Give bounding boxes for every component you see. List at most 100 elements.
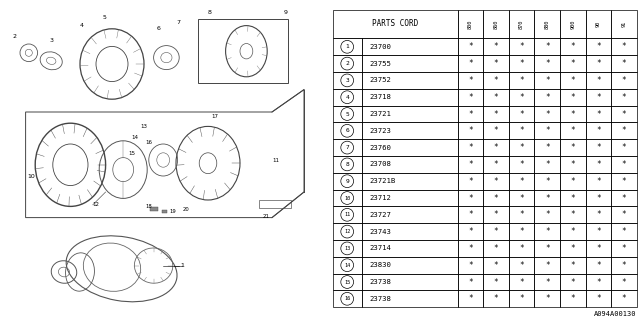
Bar xyxy=(333,173,362,189)
Bar xyxy=(534,257,560,274)
Bar xyxy=(458,123,483,139)
Text: *: * xyxy=(621,277,627,286)
Text: *: * xyxy=(545,126,550,135)
Bar xyxy=(586,10,611,38)
Text: *: * xyxy=(493,160,499,169)
Text: *: * xyxy=(570,277,575,286)
Bar xyxy=(333,291,362,307)
Text: 23743: 23743 xyxy=(370,228,392,235)
Bar xyxy=(560,206,586,223)
Bar xyxy=(333,240,362,257)
Text: *: * xyxy=(493,109,499,118)
Text: 1: 1 xyxy=(346,44,349,49)
Text: 91: 91 xyxy=(621,21,627,27)
Text: *: * xyxy=(596,109,601,118)
Text: *: * xyxy=(545,177,550,186)
Bar xyxy=(483,89,509,106)
Text: *: * xyxy=(621,93,627,102)
Text: 8: 8 xyxy=(346,162,349,167)
Bar xyxy=(483,291,509,307)
Bar xyxy=(362,89,458,106)
Text: *: * xyxy=(519,126,524,135)
Bar xyxy=(611,223,637,240)
Text: *: * xyxy=(468,109,473,118)
Text: 23752: 23752 xyxy=(370,77,392,84)
Bar xyxy=(586,123,611,139)
Text: *: * xyxy=(493,210,499,219)
Text: 10: 10 xyxy=(344,196,350,201)
Bar xyxy=(509,106,534,123)
Text: *: * xyxy=(596,194,601,203)
Bar xyxy=(611,240,637,257)
Bar xyxy=(560,55,586,72)
Bar xyxy=(483,257,509,274)
Text: 7: 7 xyxy=(176,20,180,25)
Text: *: * xyxy=(596,42,601,51)
Bar xyxy=(509,123,534,139)
Text: 3: 3 xyxy=(346,78,349,83)
Bar xyxy=(483,10,509,38)
Bar xyxy=(586,240,611,257)
Bar xyxy=(333,106,362,123)
Text: *: * xyxy=(493,126,499,135)
Bar xyxy=(611,274,637,291)
Text: 7: 7 xyxy=(346,145,349,150)
Text: *: * xyxy=(570,143,575,152)
Text: *: * xyxy=(545,160,550,169)
Bar xyxy=(611,189,637,206)
Bar xyxy=(611,173,637,189)
Bar xyxy=(509,189,534,206)
Text: *: * xyxy=(493,261,499,270)
Bar xyxy=(509,291,534,307)
Text: 23760: 23760 xyxy=(370,145,392,151)
Bar xyxy=(362,189,458,206)
Bar xyxy=(560,274,586,291)
Bar xyxy=(534,291,560,307)
Bar xyxy=(586,291,611,307)
Text: *: * xyxy=(468,126,473,135)
Bar xyxy=(509,38,534,55)
Bar xyxy=(534,123,560,139)
Text: *: * xyxy=(545,194,550,203)
Bar xyxy=(560,106,586,123)
Text: *: * xyxy=(468,210,473,219)
Bar xyxy=(362,106,458,123)
Bar xyxy=(611,89,637,106)
Text: *: * xyxy=(545,294,550,303)
Bar xyxy=(586,89,611,106)
Text: *: * xyxy=(493,294,499,303)
Text: *: * xyxy=(545,261,550,270)
Text: *: * xyxy=(545,59,550,68)
Text: *: * xyxy=(519,143,524,152)
Bar xyxy=(560,89,586,106)
Bar xyxy=(586,274,611,291)
Bar xyxy=(458,274,483,291)
Text: 6: 6 xyxy=(346,128,349,133)
Text: 5: 5 xyxy=(102,15,106,20)
Text: *: * xyxy=(468,143,473,152)
Text: *: * xyxy=(570,59,575,68)
Bar xyxy=(150,207,159,211)
Text: *: * xyxy=(570,261,575,270)
Text: 18: 18 xyxy=(146,204,152,209)
Text: *: * xyxy=(621,244,627,253)
Text: 21: 21 xyxy=(262,213,269,219)
Text: *: * xyxy=(493,143,499,152)
Bar xyxy=(586,223,611,240)
Bar xyxy=(333,156,362,173)
Bar xyxy=(611,55,637,72)
Text: *: * xyxy=(621,210,627,219)
Bar xyxy=(509,223,534,240)
Text: *: * xyxy=(545,76,550,85)
Text: 9: 9 xyxy=(346,179,349,184)
Bar xyxy=(509,240,534,257)
Bar xyxy=(458,38,483,55)
Text: *: * xyxy=(596,93,601,102)
Bar xyxy=(560,123,586,139)
Text: 11: 11 xyxy=(272,157,279,163)
Text: 90: 90 xyxy=(596,21,601,27)
Text: *: * xyxy=(596,160,601,169)
Bar xyxy=(362,223,458,240)
Bar xyxy=(509,206,534,223)
Bar xyxy=(509,173,534,189)
